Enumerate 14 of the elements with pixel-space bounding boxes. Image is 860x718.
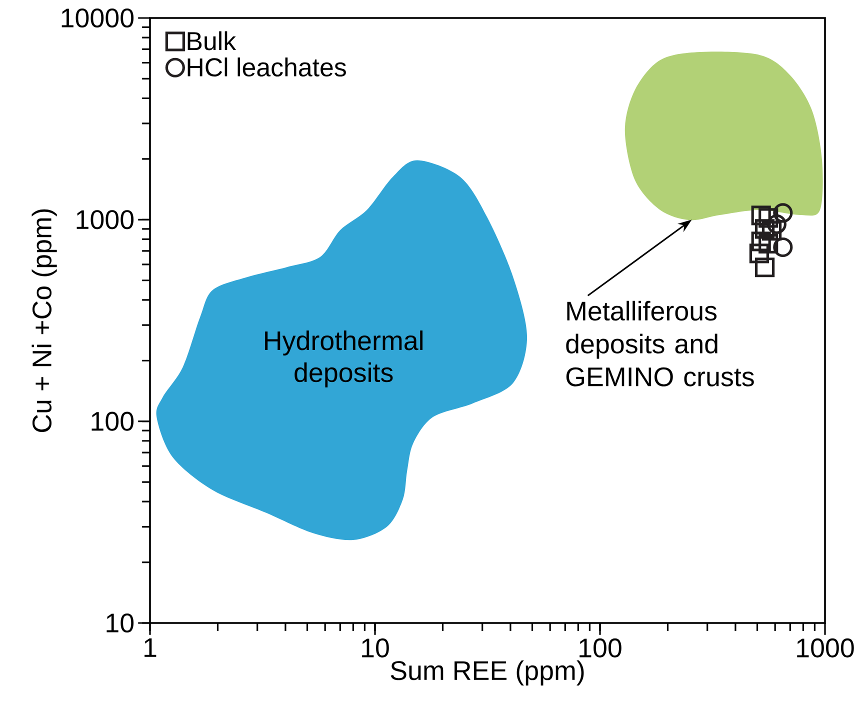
x-axis-title: Sum REE (ppm): [390, 660, 584, 686]
y-tick-label: 10: [106, 613, 134, 633]
legend-label: Bulk: [188, 31, 236, 50]
x-tick-label: 100: [580, 638, 622, 658]
y-axis-title: Cu + Ni +Co (ppm): [32, 209, 57, 432]
y-tick-label: 100: [92, 412, 134, 431]
annotation: Metalliferous deposits and GEMINO crusts: [566, 300, 754, 386]
x-tick-label: 1: [144, 638, 156, 657]
x-tick-label: 1000: [797, 638, 854, 658]
x-tick-label: 10: [362, 638, 389, 658]
legend-label: HCl leachates: [188, 58, 346, 77]
y-tick-label: 1000: [76, 210, 134, 230]
series-label: Hydrothermal deposits: [265, 330, 422, 388]
y-tick-label: 10000: [62, 8, 134, 28]
